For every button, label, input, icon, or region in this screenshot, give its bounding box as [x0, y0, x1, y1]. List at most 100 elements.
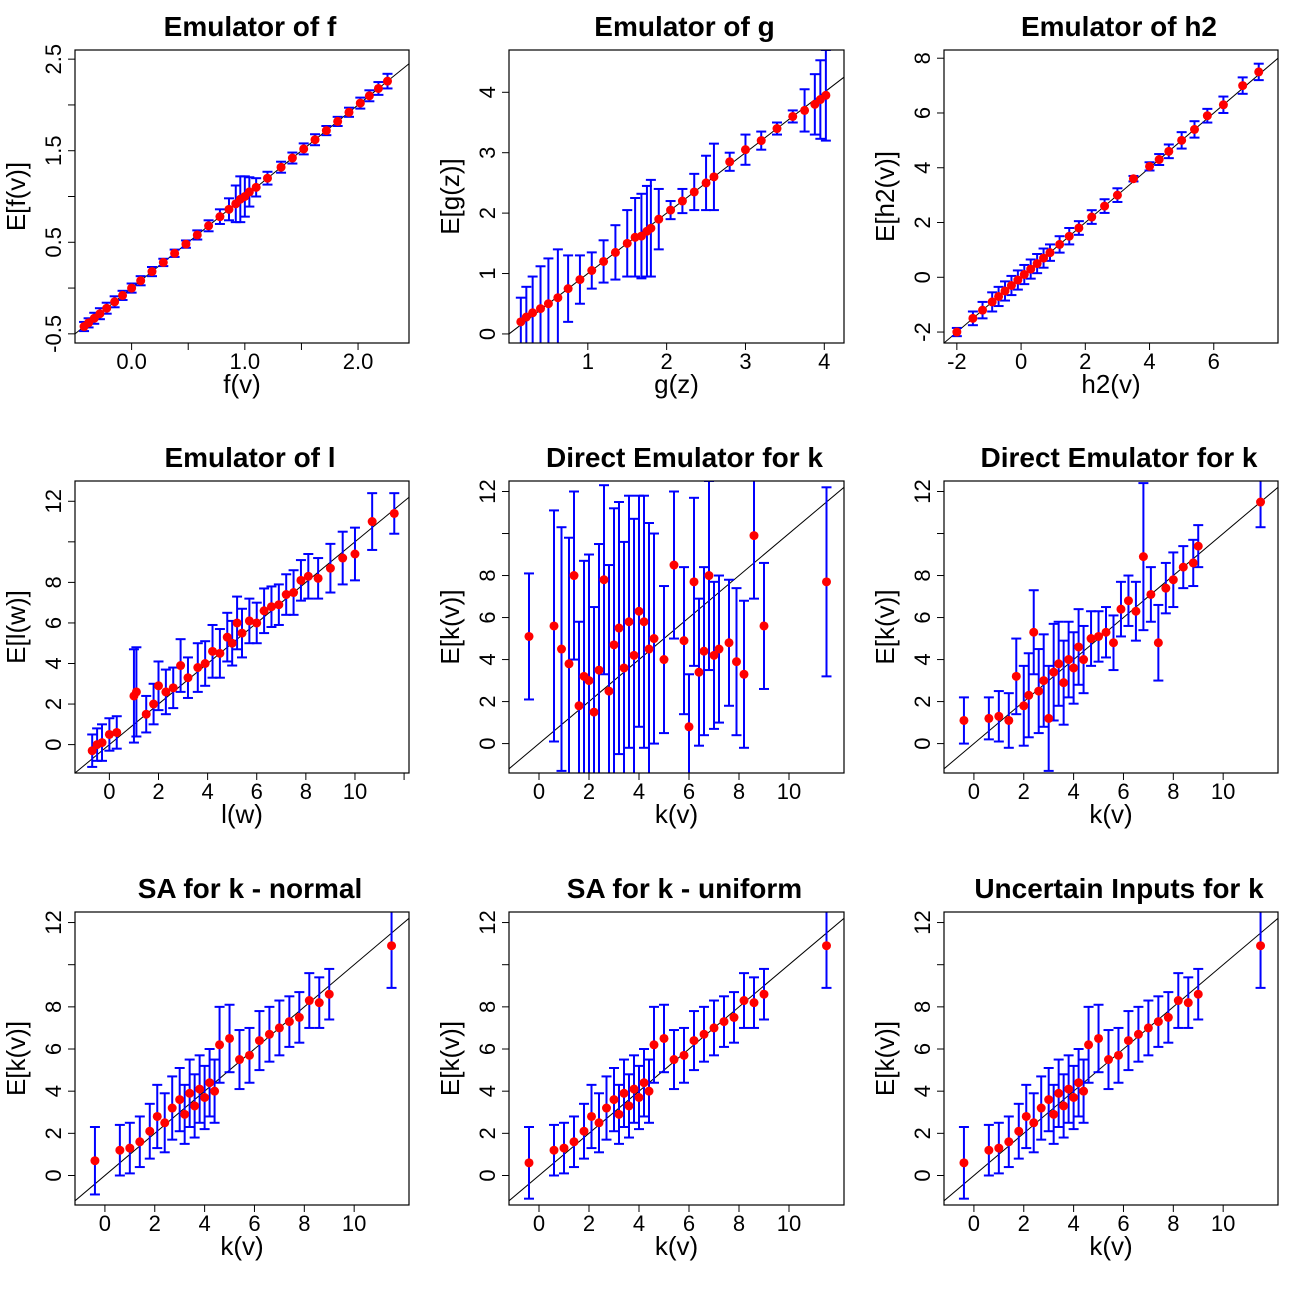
data-point	[276, 162, 286, 172]
x-tick-label: 10	[1211, 779, 1235, 804]
x-tick-label: 10	[1211, 1211, 1235, 1236]
data-point	[104, 729, 114, 739]
panel-title: Emulator of g	[594, 11, 774, 42]
data-layer	[515, 50, 831, 343]
data-point	[759, 621, 769, 631]
data-point	[227, 638, 237, 648]
y-axis-label: E[k(v)]	[435, 589, 465, 664]
data-point	[624, 1101, 634, 1111]
data-point	[338, 553, 348, 563]
data-point	[1034, 686, 1044, 696]
data-point	[274, 600, 284, 610]
data-point	[594, 1118, 604, 1128]
data-point	[210, 1086, 220, 1096]
data-point	[1108, 638, 1118, 648]
data-point	[1154, 155, 1164, 165]
data-point	[235, 1055, 245, 1065]
data-point	[1004, 715, 1014, 725]
data-point	[563, 284, 573, 294]
data-point	[333, 116, 343, 126]
panel-title: Emulator of f	[164, 11, 337, 42]
data-point	[1049, 667, 1059, 677]
data-point	[1112, 190, 1122, 200]
x-tick-label: 6	[1117, 779, 1129, 804]
data-point	[1238, 81, 1248, 91]
y-tick-label: 0	[910, 271, 935, 283]
data-point	[161, 687, 171, 697]
y-axis-label: E[g(z)]	[435, 158, 465, 235]
x-tick-label: 2	[1018, 779, 1030, 804]
data-point	[749, 998, 759, 1008]
x-axis-label: f(v)	[223, 369, 261, 399]
reference-line	[944, 486, 1278, 770]
x-axis-label: l(w)	[221, 799, 263, 829]
data-point	[594, 665, 604, 675]
data-point	[1019, 270, 1029, 280]
plot-frame	[508, 49, 845, 344]
data-point	[1011, 671, 1021, 681]
y-tick-label: 8	[910, 52, 935, 64]
data-point	[281, 590, 291, 600]
data-point	[215, 212, 225, 222]
data-point	[629, 650, 639, 660]
x-tick-label: 2	[149, 1211, 161, 1236]
data-point	[1079, 1086, 1089, 1096]
data-point	[822, 577, 831, 587]
data-point	[1039, 253, 1049, 263]
x-tick-label: 6	[683, 779, 695, 804]
panel-title: Direct Emulator for k	[981, 442, 1258, 473]
y-tick-label: 1	[475, 267, 500, 279]
y-tick-label: 4	[475, 1085, 500, 1097]
x-tick-label: 8	[1167, 779, 1179, 804]
plot-frame	[74, 480, 410, 774]
data-point	[1128, 174, 1138, 184]
data-point	[587, 266, 597, 276]
data-point	[1064, 655, 1074, 665]
data-point	[524, 1158, 534, 1168]
x-axis-label: k(v)	[1089, 1231, 1132, 1261]
data-point	[1183, 998, 1193, 1008]
data-point	[584, 676, 594, 686]
data-point	[699, 1029, 709, 1039]
x-tick-label: 4	[633, 1211, 645, 1236]
x-axis-label: g(z)	[654, 369, 699, 399]
x-tick-label: 0	[968, 1211, 980, 1236]
data-point	[669, 560, 679, 570]
data-point	[136, 276, 146, 286]
y-tick-label: 6	[910, 1043, 935, 1055]
data-point	[1168, 575, 1178, 585]
data-point	[1123, 596, 1133, 606]
y-tick-label: 4	[475, 653, 500, 665]
data-point	[313, 573, 323, 583]
data-layer	[951, 62, 1264, 338]
data-point	[614, 623, 624, 633]
data-point	[629, 1084, 639, 1094]
data-point	[262, 173, 272, 183]
x-tick-label: 4	[198, 1211, 210, 1236]
data-point	[521, 312, 531, 322]
plot-frame	[508, 911, 845, 1206]
data-point	[325, 563, 335, 573]
plot-frame	[74, 911, 410, 1206]
panel-9: Uncertain Inputs for k k(v) E[k(v)] 0 2 4 6 8 10…	[870, 873, 1279, 1261]
data-point	[183, 673, 193, 683]
data-point	[200, 659, 210, 668]
data-point	[102, 303, 112, 313]
data-point	[587, 1111, 596, 1121]
y-tick-label: 0	[910, 737, 935, 749]
data-point	[740, 145, 750, 155]
data-point	[180, 1109, 190, 1119]
y-tick-label: 8	[41, 576, 66, 588]
x-tick-label: 8	[300, 779, 312, 804]
y-tick-label: 0.5	[41, 227, 66, 258]
data-point	[524, 631, 534, 641]
x-tick-label: 4	[201, 779, 213, 804]
data-point	[569, 571, 579, 581]
data-point	[208, 646, 218, 656]
data-point	[709, 650, 719, 660]
data-point	[725, 157, 735, 167]
data-point	[181, 239, 191, 249]
data-point	[215, 648, 225, 658]
x-tick-label: 3	[739, 349, 751, 374]
